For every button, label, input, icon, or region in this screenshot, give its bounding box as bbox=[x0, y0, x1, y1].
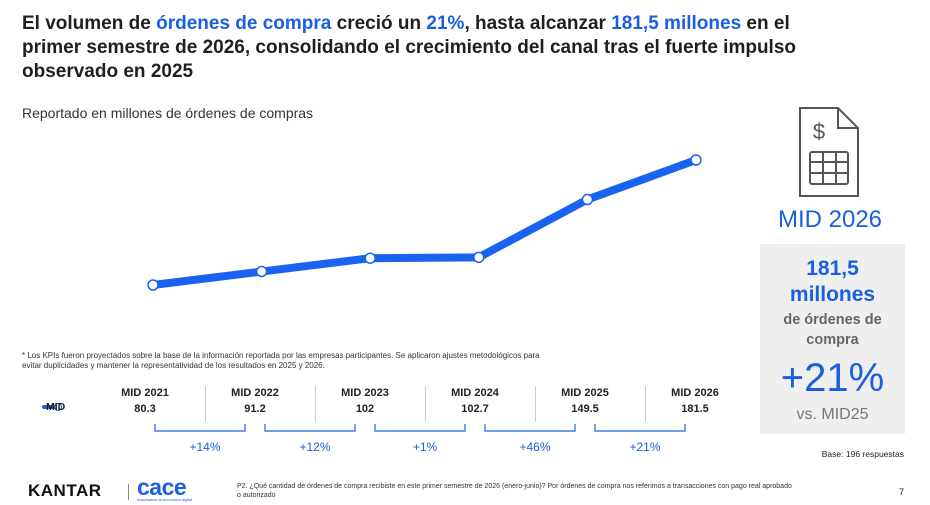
legend-line-marker bbox=[42, 405, 62, 409]
data-value: 102 bbox=[355, 403, 375, 415]
data-value: 91.2 bbox=[244, 403, 266, 415]
year-label: MID 2025 bbox=[561, 387, 609, 399]
logo-divider bbox=[128, 484, 129, 500]
kpi-comparison: vs. MID25 bbox=[796, 406, 869, 423]
kantar-logo: KANTAR bbox=[28, 481, 102, 500]
data-value: 102.7 bbox=[461, 403, 489, 415]
page-number: 7 bbox=[898, 487, 904, 497]
growth-label: +46% bbox=[519, 440, 551, 454]
column-divider bbox=[205, 386, 206, 422]
methodology-footnote: * Los KPIs fueron proyectados sobre la b… bbox=[22, 351, 540, 370]
cace-logo: cace bbox=[137, 474, 187, 500]
data-point bbox=[581, 193, 594, 206]
year-label: MID 2026 bbox=[671, 387, 719, 399]
growth-brackets bbox=[154, 424, 686, 432]
year-label: MID 2023 bbox=[341, 387, 389, 399]
growth-bracket bbox=[374, 424, 466, 432]
column-divider bbox=[425, 386, 426, 422]
column-divider bbox=[315, 386, 316, 422]
svg-text:$: $ bbox=[813, 119, 825, 144]
kpi-unit: de órdenes de compra bbox=[783, 312, 882, 348]
series-line-mid bbox=[149, 156, 700, 289]
data-point bbox=[690, 154, 702, 166]
year-label: MID 2024 bbox=[451, 387, 499, 399]
growth-label: +14% bbox=[189, 440, 221, 454]
growth-bracket bbox=[484, 424, 576, 432]
data-value: 149.5 bbox=[571, 403, 599, 415]
kpi-growth: +21% bbox=[780, 356, 885, 400]
invoice-dollar-icon: $ bbox=[799, 107, 859, 197]
year-label: MID 2022 bbox=[231, 387, 279, 399]
data-point bbox=[364, 252, 376, 264]
sample-base: Base: 196 respuestas bbox=[821, 449, 904, 459]
data-value: 181.5 bbox=[681, 403, 709, 415]
growth-bracket bbox=[594, 424, 686, 432]
year-label: MID 2021 bbox=[121, 387, 169, 399]
survey-question: P2. ¿Qué cantidad de órdenes de compra r… bbox=[237, 483, 792, 499]
data-point bbox=[147, 279, 159, 291]
column-divider bbox=[535, 386, 536, 422]
growth-bracket bbox=[154, 424, 246, 432]
kpi-value: 181,5 millones bbox=[789, 257, 876, 306]
kpi-panel: 181,5 millones de órdenes de compra +21% v… bbox=[760, 244, 905, 434]
legend-label: MID bbox=[46, 401, 66, 413]
headline: El volumen de órdenes de compra creció u… bbox=[22, 13, 797, 82]
growth-label: +12% bbox=[299, 440, 331, 454]
chart-subtitle: Reportado en millones de órdenes de comp… bbox=[22, 105, 314, 121]
data-value: 80.3 bbox=[134, 403, 156, 415]
cace-tagline: Impulsando la economía digital bbox=[137, 497, 193, 502]
growth-bracket bbox=[264, 424, 356, 432]
data-point bbox=[255, 265, 268, 278]
panel-title: MID 2026 bbox=[777, 206, 883, 233]
growth-label: +1% bbox=[412, 440, 438, 454]
growth-label: +21% bbox=[629, 440, 661, 454]
data-point bbox=[473, 251, 485, 264]
legend-dot-marker bbox=[54, 403, 62, 411]
column-divider bbox=[645, 386, 646, 422]
